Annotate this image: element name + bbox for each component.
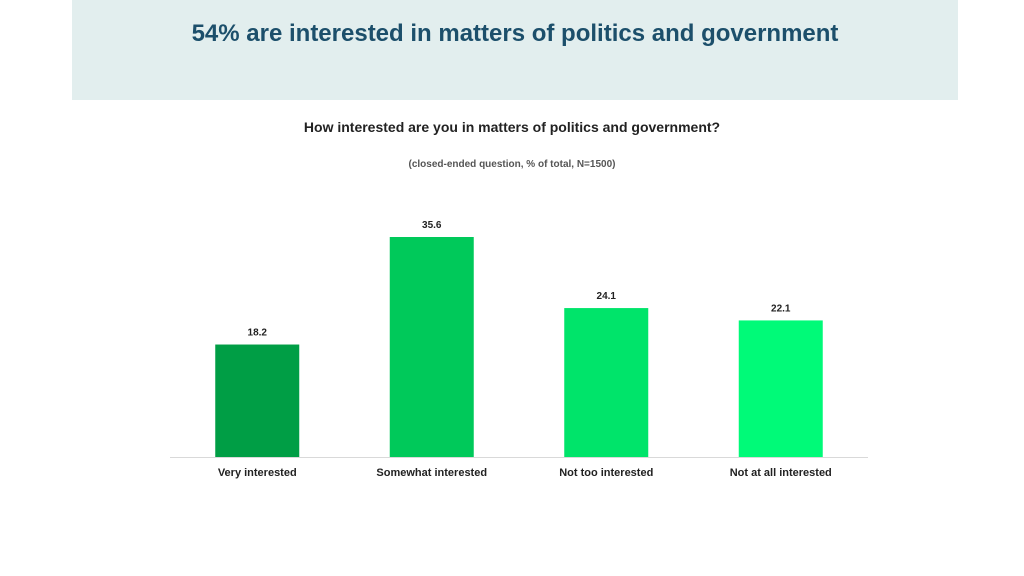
data-label-3: 24.1 [597,291,617,302]
category-label-2: Somewhat interested [376,467,487,479]
page-title: 54% are interested in matters of politic… [191,20,839,47]
data-label-4: 22.1 [771,303,791,314]
category-label-3: Not too interested [559,467,653,479]
data-label-2: 35.6 [422,220,442,231]
header-banner: 54% are interested in matters of politic… [72,0,958,100]
category-label-1: Very interested [218,467,297,479]
chart-note: (closed-ended question, % of total, N=15… [408,159,616,170]
category-label-4: Not at all interested [730,467,832,479]
bar-3 [564,308,649,457]
bar-4 [738,320,823,457]
bar-2 [389,237,474,457]
chart-question: How interested are you in matters of pol… [303,119,721,135]
data-label-1: 18.2 [248,328,268,339]
bar-1 [215,344,300,457]
